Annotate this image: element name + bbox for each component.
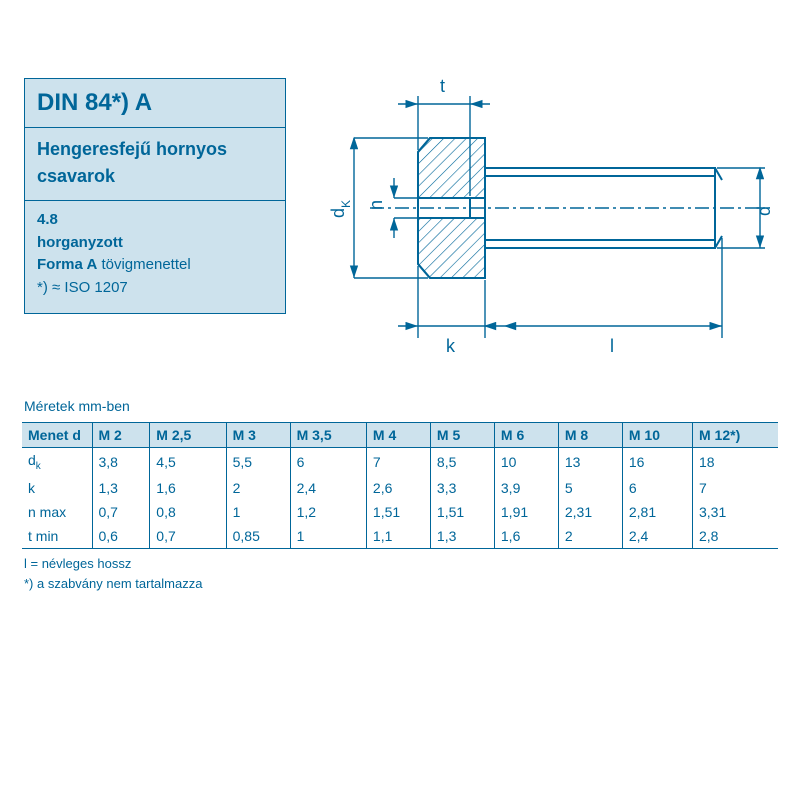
footnotes: l = névleges hossz *) a szabvány nem tar… <box>24 554 202 593</box>
col-header: M 2 <box>92 423 150 448</box>
dim-d: d <box>754 206 774 216</box>
col-header: M 3,5 <box>290 423 366 448</box>
cell: 1,6 <box>150 476 226 500</box>
cell: 1,91 <box>494 500 558 524</box>
row-label: k <box>22 476 92 500</box>
divider <box>25 200 285 201</box>
cell: 1,51 <box>430 500 494 524</box>
cell: 5 <box>558 476 622 500</box>
cell: 5,5 <box>226 448 290 476</box>
cell: 13 <box>558 448 622 476</box>
cell: 0,6 <box>92 524 150 549</box>
cell: 18 <box>693 448 779 476</box>
standard-title: DIN 84*) A <box>37 89 273 117</box>
cell: 10 <box>494 448 558 476</box>
cell: 6 <box>290 448 366 476</box>
dim-n: n <box>366 200 386 210</box>
dimensions-table: Menet dM 2M 2,5M 3M 3,5M 4M 5M 6M 8M 10M… <box>22 422 778 549</box>
cell: 1,3 <box>430 524 494 549</box>
table-row: k1,31,622,42,63,33,9567 <box>22 476 778 500</box>
subtitle: Hengeresfejű hornyos csavarok <box>37 136 273 190</box>
cell: 2,4 <box>290 476 366 500</box>
cell: 2,4 <box>622 524 692 549</box>
cell: 0,8 <box>150 500 226 524</box>
table-caption: Méretek mm-ben <box>24 398 130 414</box>
cell: 8,5 <box>430 448 494 476</box>
col-header: M 2,5 <box>150 423 226 448</box>
row-label: t min <box>22 524 92 549</box>
col-header: M 5 <box>430 423 494 448</box>
col-header: M 12*) <box>693 423 779 448</box>
details: 4.8 horganyzott Forma A tövigmenettel *)… <box>37 209 273 299</box>
dim-k: k <box>446 336 456 356</box>
table-row: t min0,60,70,8511,11,31,622,42,8 <box>22 524 778 549</box>
cell: 7 <box>693 476 779 500</box>
cell: 2,31 <box>558 500 622 524</box>
cell: 2 <box>558 524 622 549</box>
table-row: n max0,70,811,21,511,511,912,312,813,31 <box>22 500 778 524</box>
table-row: dk3,84,55,5678,510131618 <box>22 448 778 476</box>
row-label: dk <box>22 448 92 476</box>
dim-dk: d <box>328 208 348 218</box>
cell: 3,8 <box>92 448 150 476</box>
col-header: M 10 <box>622 423 692 448</box>
cell: 3,31 <box>693 500 779 524</box>
info-box: DIN 84*) A Hengeresfejű hornyos csavarok… <box>24 78 286 314</box>
cell: 2 <box>226 476 290 500</box>
cell: 1,51 <box>366 500 430 524</box>
cell: 0,7 <box>150 524 226 549</box>
cell: 1,1 <box>366 524 430 549</box>
col-header: M 6 <box>494 423 558 448</box>
divider <box>25 127 285 128</box>
svg-text:dK: dK <box>328 200 353 218</box>
cell: 2,81 <box>622 500 692 524</box>
dim-l: l <box>610 336 614 356</box>
screw-diagram: t n dK d <box>310 68 780 368</box>
cell: 1,3 <box>92 476 150 500</box>
col-header: M 3 <box>226 423 290 448</box>
cell: 0,85 <box>226 524 290 549</box>
cell: 16 <box>622 448 692 476</box>
cell: 1,6 <box>494 524 558 549</box>
col-header: M 8 <box>558 423 622 448</box>
cell: 7 <box>366 448 430 476</box>
dim-t: t <box>440 76 445 96</box>
cell: 2,6 <box>366 476 430 500</box>
cell: 6 <box>622 476 692 500</box>
cell: 0,7 <box>92 500 150 524</box>
cell: 4,5 <box>150 448 226 476</box>
col-header: M 4 <box>366 423 430 448</box>
row-label: n max <box>22 500 92 524</box>
cell: 1 <box>226 500 290 524</box>
cell: 1 <box>290 524 366 549</box>
col-header: Menet d <box>22 423 92 448</box>
cell: 3,9 <box>494 476 558 500</box>
cell: 1,2 <box>290 500 366 524</box>
cell: 3,3 <box>430 476 494 500</box>
cell: 2,8 <box>693 524 779 549</box>
